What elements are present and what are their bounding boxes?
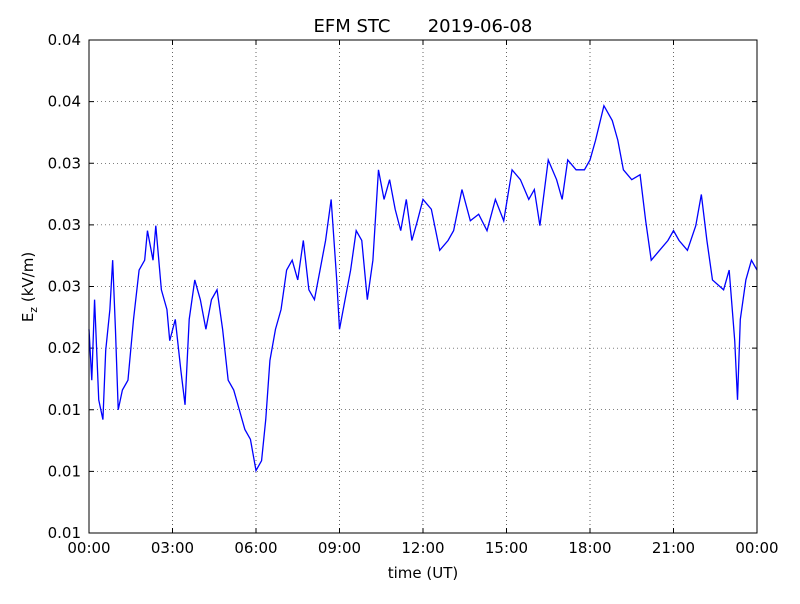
plot-frame xyxy=(88,39,758,534)
x-tick-label: 00:00 xyxy=(67,539,110,557)
y-label-base: E xyxy=(19,313,37,322)
y-tick-label: 0.04 xyxy=(48,31,81,49)
x-tick-label: 06:00 xyxy=(234,539,277,557)
y-tick-label: 0.01 xyxy=(48,401,81,419)
y-label-sub: z xyxy=(27,307,40,313)
chart-title: EFM STC xyxy=(314,16,391,37)
x-tick-label: 18:00 xyxy=(568,539,611,557)
y-tick-label: 0.01 xyxy=(48,524,81,542)
x-tick-label: 15:00 xyxy=(485,539,528,557)
y-tick-label: 0.02 xyxy=(48,339,81,357)
x-tick-label: 09:00 xyxy=(318,539,361,557)
y-tick-label: 0.01 xyxy=(48,462,81,480)
y-tick-label: 0.03 xyxy=(48,216,81,234)
x-tick-label: 03:00 xyxy=(151,539,194,557)
x-tick-label: 00:00 xyxy=(735,539,778,557)
x-tick-label: 12:00 xyxy=(401,539,444,557)
y-label-rest: (kV/m) xyxy=(19,252,37,307)
chart-date: 2019-06-08 xyxy=(428,16,533,37)
y-tick-label: 0.04 xyxy=(48,93,81,111)
data-line xyxy=(88,103,758,473)
x-tick-label: 21:00 xyxy=(652,539,695,557)
y-axis-label: Ez (kV/m) xyxy=(19,252,40,322)
y-tick-label: 0.03 xyxy=(48,154,81,172)
x-axis-label: time (UT) xyxy=(388,564,459,582)
y-tick-label: 0.03 xyxy=(48,278,81,296)
